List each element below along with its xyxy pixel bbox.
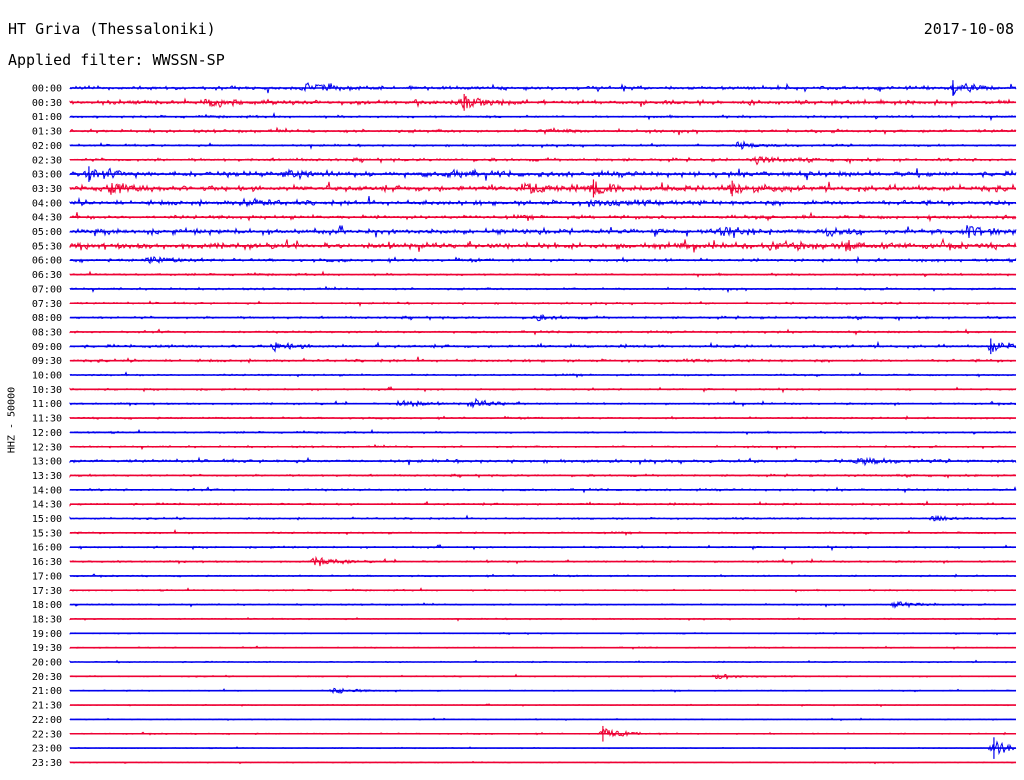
time-label: 03:30 <box>32 184 62 195</box>
time-label: 23:30 <box>32 758 62 769</box>
filter-label: Applied filter: WWSSN-SP <box>8 51 225 69</box>
time-label: 01:30 <box>32 127 62 138</box>
time-label: 13:30 <box>32 471 62 482</box>
time-label: 22:00 <box>32 715 62 726</box>
time-label: 07:00 <box>32 284 62 295</box>
time-label: 02:30 <box>32 155 62 166</box>
time-label: 10:00 <box>32 371 62 382</box>
time-label: 15:00 <box>32 514 62 525</box>
time-label: 02:00 <box>32 141 62 152</box>
time-label: 16:00 <box>32 543 62 554</box>
time-label: 10:30 <box>32 385 62 396</box>
time-label: 12:00 <box>32 428 62 439</box>
time-label: 22:30 <box>32 729 62 740</box>
time-label: 00:00 <box>32 84 62 95</box>
time-label: 08:00 <box>32 313 62 324</box>
time-label: 18:00 <box>32 600 62 611</box>
time-label: 01:00 <box>32 112 62 123</box>
time-label: 20:00 <box>32 658 62 669</box>
time-label: 03:00 <box>32 170 62 181</box>
time-label: 21:30 <box>32 701 62 712</box>
time-label: 00:30 <box>32 98 62 109</box>
time-label: 17:30 <box>32 586 62 597</box>
time-label: 06:30 <box>32 270 62 281</box>
record-date: 2017-10-08 <box>923 20 1014 38</box>
time-label: 08:30 <box>32 327 62 338</box>
time-label: 20:30 <box>32 672 62 683</box>
time-label: 21:00 <box>32 686 62 697</box>
time-label: 23:00 <box>32 744 62 755</box>
time-label: 16:30 <box>32 557 62 568</box>
time-label: 11:30 <box>32 414 62 425</box>
trace-row <box>69 196 1017 208</box>
time-label: 09:30 <box>32 356 62 367</box>
time-label: 14:00 <box>32 485 62 496</box>
time-label: 04:30 <box>32 213 62 224</box>
time-label: 14:30 <box>32 500 62 511</box>
station-title: HT Griva (Thessaloniki) <box>8 20 216 38</box>
trace-row <box>69 167 1017 181</box>
time-label: 17:00 <box>32 571 62 582</box>
time-label: 07:30 <box>32 299 62 310</box>
time-label: 04:00 <box>32 198 62 209</box>
time-label: 15:30 <box>32 528 62 539</box>
time-label: 19:00 <box>32 629 62 640</box>
time-label: 12:30 <box>32 442 62 453</box>
trace-row <box>69 155 1017 166</box>
trace-row <box>69 340 1017 353</box>
time-label: 13:00 <box>32 457 62 468</box>
trace-row <box>69 728 1017 738</box>
time-label: 05:30 <box>32 241 62 252</box>
time-label: 09:00 <box>32 342 62 353</box>
time-label: 11:00 <box>32 399 62 410</box>
time-label: 18:30 <box>32 614 62 625</box>
time-label: 19:30 <box>32 643 62 654</box>
time-label: 06:00 <box>32 256 62 267</box>
time-label: 05:00 <box>32 227 62 238</box>
trace-row <box>69 356 1017 364</box>
